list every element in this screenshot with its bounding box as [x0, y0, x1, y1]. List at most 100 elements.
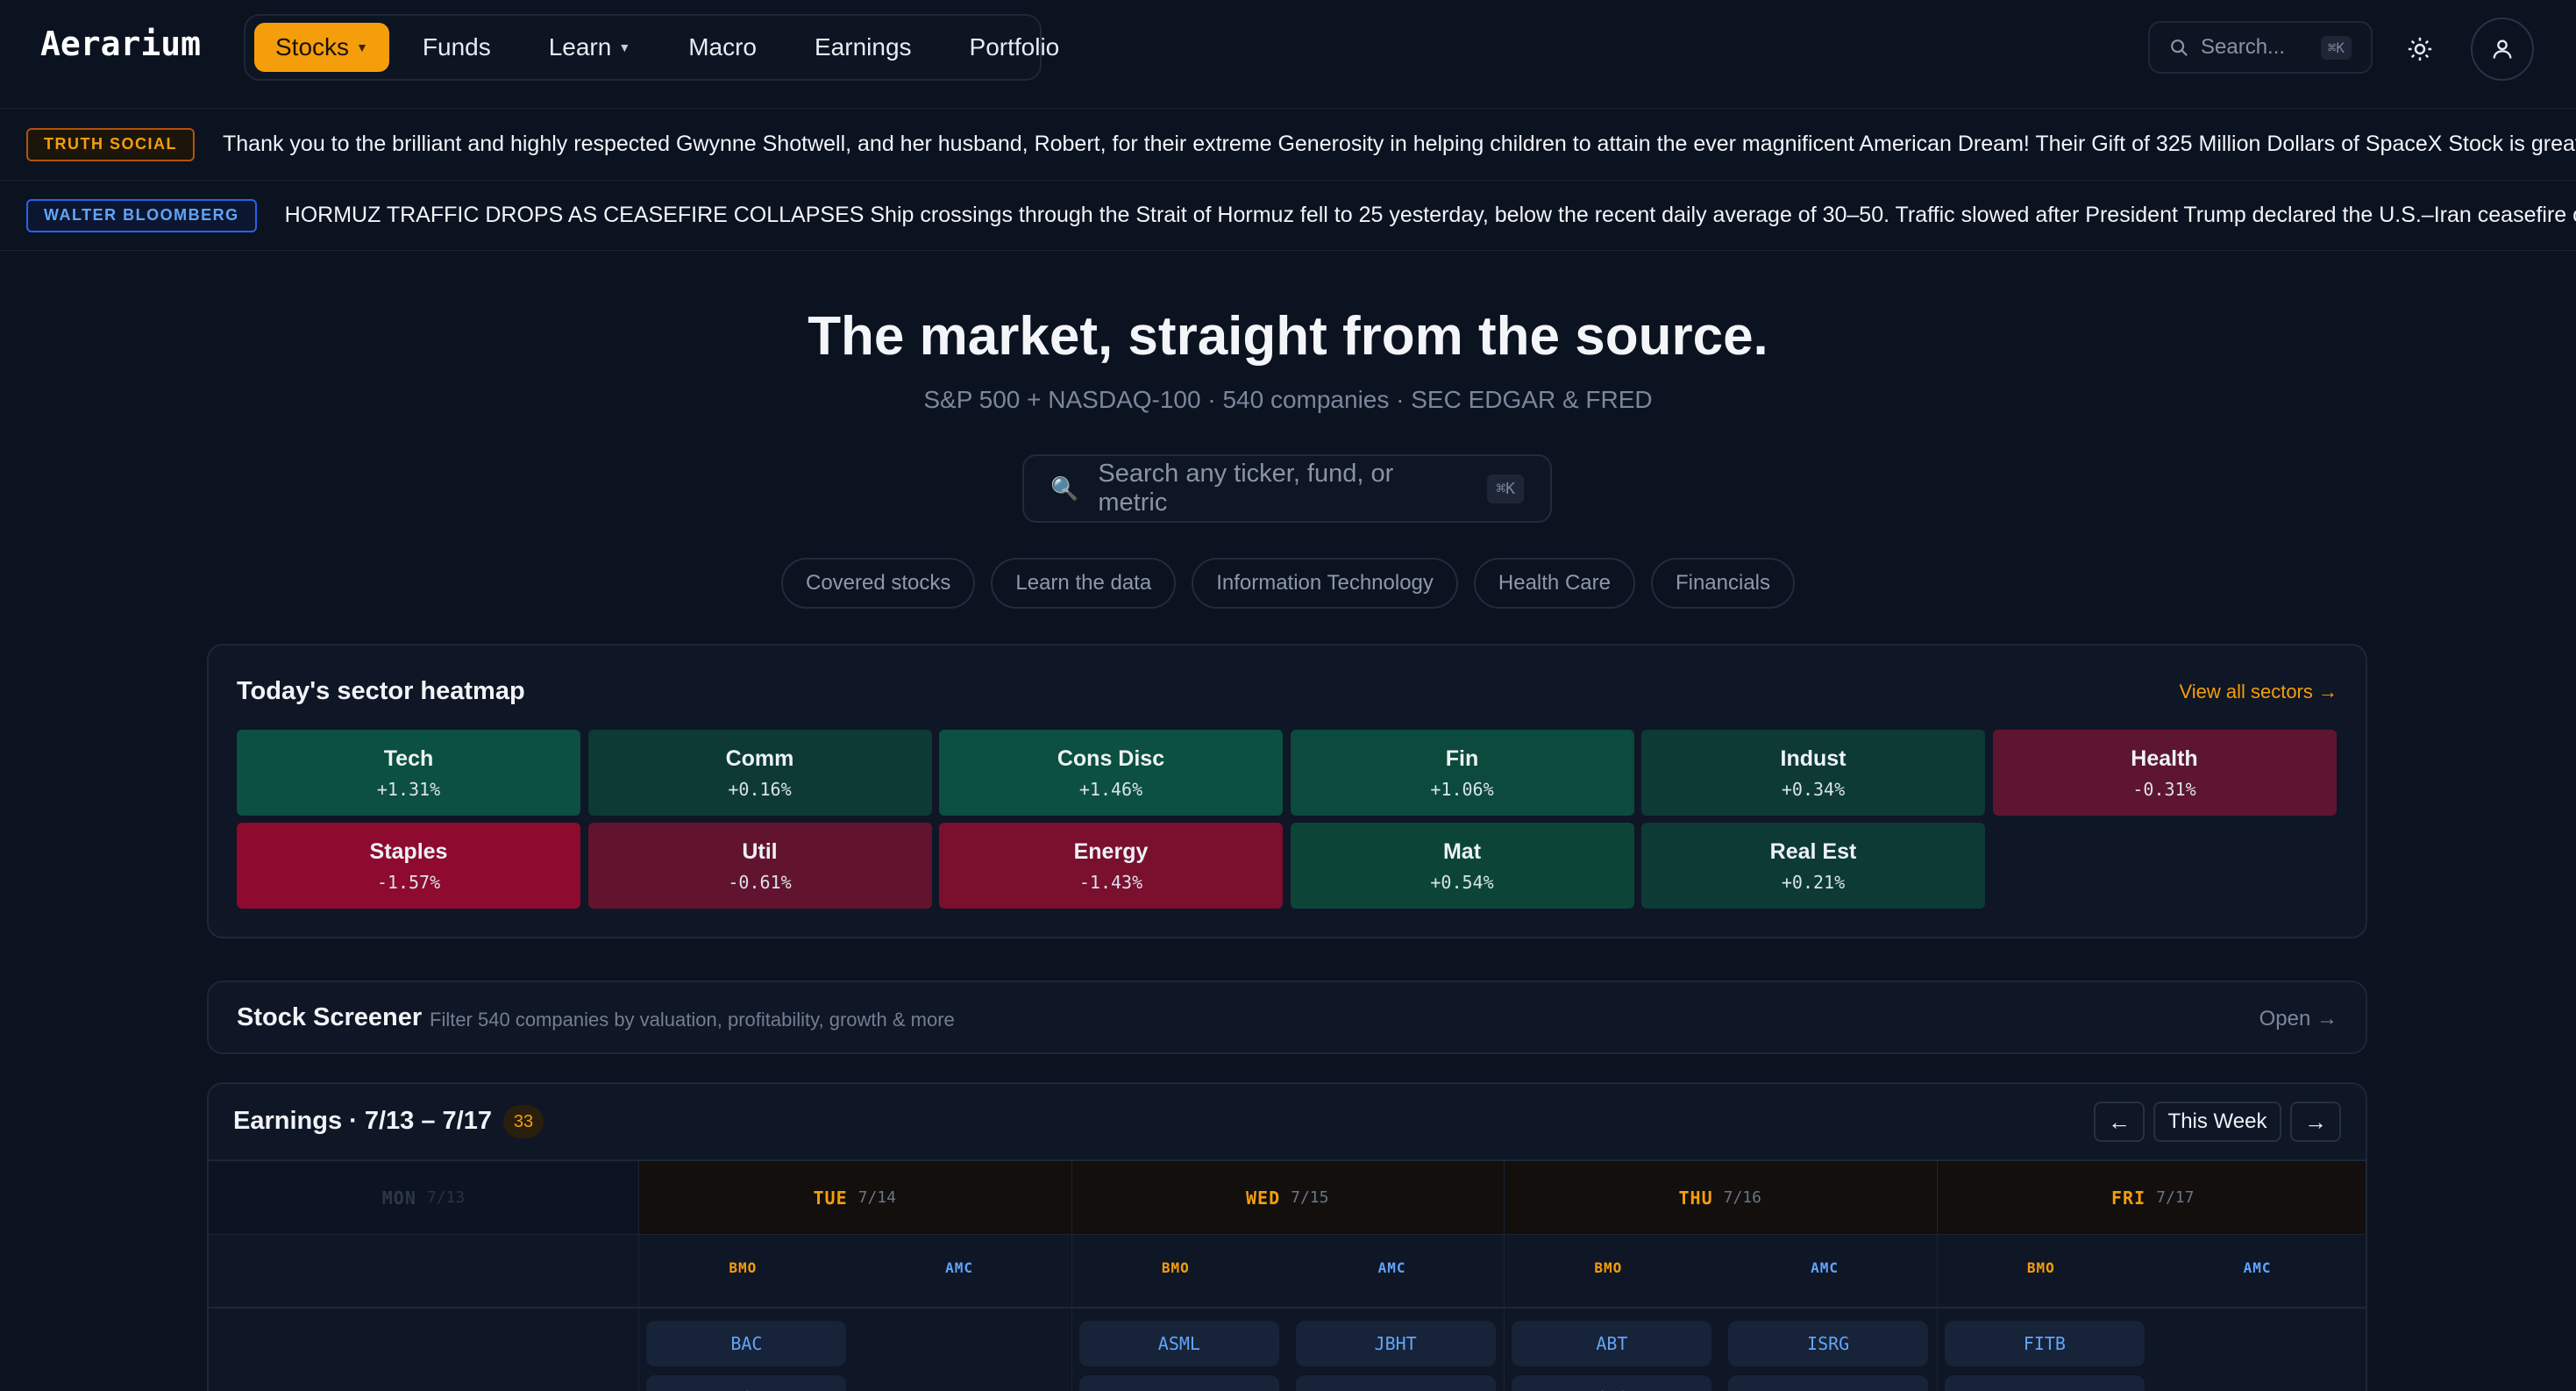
- sector-change: -1.57%: [376, 871, 441, 893]
- earnings-ticker-asml[interactable]: ASML: [1078, 1321, 1279, 1366]
- day-date: 7/14: [857, 1188, 896, 1207]
- column-divider: [1504, 1161, 1505, 1391]
- sector-name: Cons Disc: [1057, 745, 1165, 771]
- nav-item-learn[interactable]: Learn ▼: [524, 23, 655, 72]
- sector-change: +1.06%: [1430, 778, 1494, 800]
- day-name: MON: [381, 1187, 416, 1209]
- sector-tile-real-est[interactable]: Real Est +0.21%: [1641, 823, 1985, 909]
- next-week-button[interactable]: →: [2290, 1102, 2341, 1142]
- earnings-ticker-rf[interactable]: RF: [1944, 1375, 2145, 1391]
- view-all-sectors-link[interactable]: View all sectors →: [2179, 681, 2338, 703]
- source-badge: TRUTH SOCIAL: [26, 127, 195, 161]
- sector-tile-comm[interactable]: Comm +0.16%: [587, 730, 932, 816]
- bmo-label: BMO: [2026, 1259, 2055, 1276]
- day-name: WED: [1246, 1187, 1281, 1209]
- sector-tile-indust[interactable]: Indust +0.34%: [1641, 730, 1985, 816]
- earnings-ticker-c[interactable]: C: [646, 1375, 847, 1391]
- chevron-down-icon: ▼: [618, 40, 631, 54]
- main-nav: Stocks ▼ Funds Learn ▼ Macro Earnings Po…: [244, 14, 1059, 81]
- sector-change: +0.16%: [728, 778, 792, 800]
- global-search-button[interactable]: Search... ⌘K: [2148, 21, 2373, 74]
- amc-label: AMC: [1811, 1259, 1839, 1276]
- earnings-ticker-cfg[interactable]: CFG: [1512, 1375, 1712, 1391]
- sector-tile-cons-disc[interactable]: Cons Disc +1.46%: [939, 730, 1283, 816]
- sector-tile-fin[interactable]: Fin +1.06%: [1290, 730, 1634, 816]
- source-badge: WALTER BLOOMBERG: [26, 198, 257, 232]
- earnings-ticker-nflx[interactable]: NFLX: [1728, 1375, 1929, 1391]
- sun-icon: [2408, 37, 2432, 61]
- sector-change: +1.46%: [1078, 778, 1143, 800]
- stock-screener-card[interactable]: Stock Screener Filter 540 companies by v…: [207, 981, 2367, 1054]
- open-screener-link[interactable]: Open →: [2259, 1007, 2338, 1031]
- sector-name: Real Est: [1769, 838, 1857, 864]
- sector-tile-health[interactable]: Health -0.31%: [1992, 730, 2337, 816]
- bmo-label: BMO: [729, 1259, 758, 1276]
- earnings-ticker-abt[interactable]: ABT: [1512, 1321, 1712, 1366]
- search-placeholder: Search...: [2201, 35, 2286, 59]
- nav-item-label: Funds: [422, 33, 491, 61]
- nav-item-earnings[interactable]: Earnings: [790, 23, 936, 72]
- card-title: Earnings · 7/13 – 7/17: [233, 1107, 492, 1135]
- search-icon: [2171, 39, 2188, 56]
- sector-tile-tech[interactable]: Tech +1.31%: [237, 730, 580, 816]
- nav-item-label: Stocks: [275, 33, 350, 61]
- earnings-ticker-blk[interactable]: BLK: [1078, 1375, 1279, 1391]
- sector-name: Staples: [369, 838, 448, 864]
- day-date: 7/17: [2156, 1188, 2195, 1207]
- nav-item-portfolio[interactable]: Portfolio: [945, 23, 1085, 72]
- previous-week-button[interactable]: ←: [2094, 1102, 2145, 1142]
- nav-item-funds[interactable]: Funds: [398, 23, 516, 72]
- sector-tile-util[interactable]: Util -0.61%: [587, 823, 932, 909]
- column-divider: [1936, 1161, 1938, 1391]
- earnings-ticker-bac[interactable]: BAC: [646, 1321, 847, 1366]
- chevron-down-icon: ▼: [356, 40, 368, 54]
- hero-subtitle: S&P 500 + NASDAQ-100 · 540 companies · S…: [923, 386, 1653, 413]
- news-ticker-bloomberg: WALTER BLOOMBERG HORMUZ TRAFFIC DROPS AS…: [0, 181, 2576, 251]
- sector-tile-staples[interactable]: Staples -1.57%: [237, 823, 580, 909]
- day-header-wed: WED 7/15: [1071, 1161, 1504, 1235]
- ticker-headline[interactable]: HORMUZ TRAFFIC DROPS AS CEASEFIRE COLLAP…: [284, 203, 2576, 227]
- magnifier-icon: 🔍: [1050, 474, 1079, 502]
- earnings-ticker-fitb[interactable]: FITB: [1944, 1321, 2145, 1366]
- sector-heatmap-card: Today's sector heatmap View all sectors …: [207, 644, 2367, 938]
- news-ticker-truth-social: TRUTH SOCIAL Thank you to the brilliant …: [0, 109, 2576, 181]
- chip-health-care[interactable]: Health Care: [1473, 558, 1635, 609]
- sector-change: +1.31%: [376, 778, 441, 800]
- theme-toggle-button[interactable]: [2388, 18, 2451, 81]
- earnings-header: Earnings · 7/13 – 7/17 33 ← This Week →: [209, 1084, 2366, 1161]
- nav-item-macro[interactable]: Macro: [664, 23, 781, 72]
- sector-tile-mat[interactable]: Mat +0.54%: [1290, 823, 1634, 909]
- sector-change: +0.54%: [1430, 871, 1494, 893]
- brand-logo[interactable]: Aerarium: [40, 25, 202, 63]
- sector-tile-energy[interactable]: Energy -1.43%: [939, 823, 1283, 909]
- hero-search-input[interactable]: 🔍 Search any ticker, fund, or metric ⌘K: [1022, 454, 1552, 523]
- user-icon: [2493, 39, 2512, 59]
- account-button[interactable]: [2471, 18, 2534, 81]
- chip-information-technology[interactable]: Information Technology: [1192, 558, 1458, 609]
- card-title: Today's sector heatmap: [237, 677, 525, 705]
- sector-name: Indust: [1780, 745, 1847, 771]
- day-header-fri: FRI 7/17: [1936, 1161, 2366, 1235]
- chip-covered-stocks[interactable]: Covered stocks: [780, 558, 976, 609]
- shortcut-hint: ⌘K: [1487, 474, 1524, 503]
- nav-item-stocks[interactable]: Stocks ▼: [254, 23, 389, 72]
- day-header-thu: THU 7/16: [1504, 1161, 1937, 1235]
- sector-change: +0.34%: [1781, 778, 1846, 800]
- earnings-ticker-isrg[interactable]: ISRG: [1728, 1321, 1929, 1366]
- bmo-label: BMO: [1161, 1259, 1190, 1276]
- ticker-headline[interactable]: Thank you to the brilliant and highly re…: [223, 132, 2576, 156]
- day-date: 7/13: [426, 1188, 466, 1207]
- earnings-ticker-jbht[interactable]: JBHT: [1295, 1321, 1496, 1366]
- chip-learn-the-data[interactable]: Learn the data: [991, 558, 1177, 609]
- card-description: Filter 540 companies by valuation, profi…: [430, 1009, 955, 1031]
- earnings-ticker-kmi[interactable]: KMI: [1295, 1375, 1496, 1391]
- sector-name: Energy: [1073, 838, 1149, 864]
- slot-header-row: BMO AMC BMO AMC BMO AMC BMO AMC: [209, 1235, 2366, 1309]
- chip-financials[interactable]: Financials: [1650, 558, 1796, 609]
- day-name: TUE: [813, 1187, 848, 1209]
- sector-change: -0.31%: [2132, 778, 2196, 800]
- column-divider: [1071, 1161, 1072, 1391]
- this-week-button[interactable]: This Week: [2153, 1102, 2281, 1142]
- column-divider: [638, 1161, 639, 1391]
- search-placeholder: Search any ticker, fund, or metric: [1098, 460, 1394, 517]
